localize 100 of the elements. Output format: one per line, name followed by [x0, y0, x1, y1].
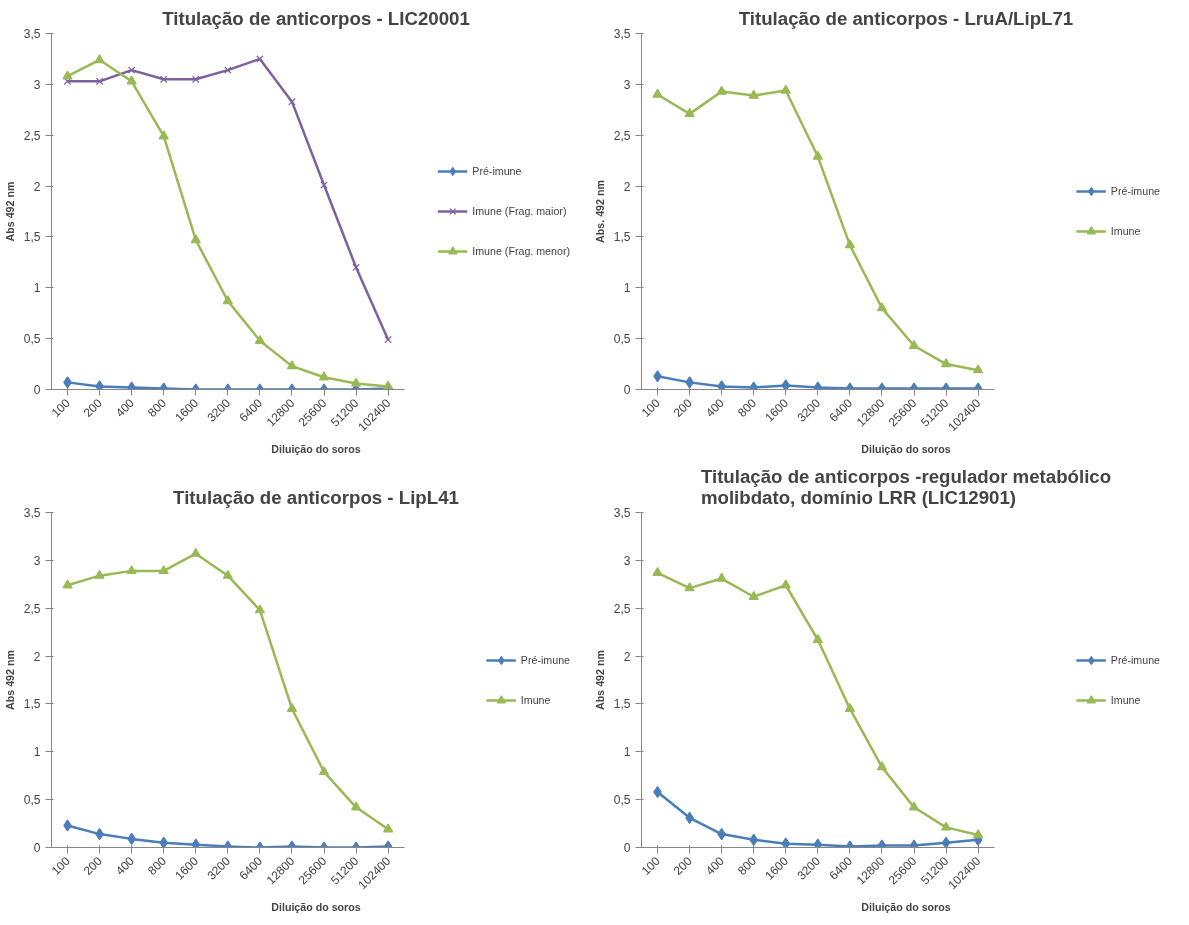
- point: [813, 381, 823, 390]
- x-tick-label: 400: [112, 395, 138, 420]
- point: [941, 836, 951, 848]
- y-tick-label: 1: [623, 745, 631, 760]
- y-tick-label: 3,5: [23, 27, 41, 41]
- point: [62, 579, 73, 589]
- point: [352, 263, 360, 272]
- point: [781, 379, 791, 390]
- point: [126, 565, 137, 575]
- y-tick-label: 0: [623, 383, 631, 397]
- point: [126, 75, 137, 85]
- x-axis-title: Diluição do soros: [861, 901, 951, 914]
- point: [254, 334, 265, 344]
- point: [190, 547, 201, 557]
- point: [652, 88, 663, 98]
- y-tick-label: 2,5: [613, 128, 631, 143]
- point: [383, 823, 394, 833]
- x-axis-title: Diluição do soros: [271, 901, 361, 914]
- y-tick-label: 1,5: [613, 230, 631, 245]
- point: [256, 55, 264, 63]
- legend-label: Imune (Frag. maior): [472, 205, 567, 217]
- legend-label: Pré-imune: [1110, 653, 1160, 666]
- x-tick-label: 200: [80, 853, 106, 878]
- x-tick-label: 800: [734, 853, 760, 878]
- legend-label: Imune: [520, 693, 551, 706]
- y-axis-title: Abs 492 nm: [3, 650, 16, 710]
- y-tick-label: 1,5: [23, 697, 41, 712]
- x-tick-label: 100: [48, 853, 74, 878]
- point: [286, 360, 298, 370]
- y-tick-label: 3,5: [613, 27, 631, 41]
- y-tick-label: 2,5: [23, 601, 41, 616]
- point: [716, 572, 727, 582]
- point: [286, 702, 298, 712]
- point: [158, 130, 169, 140]
- y-tick-label: 3: [33, 77, 41, 92]
- point: [159, 836, 168, 848]
- point: [940, 821, 952, 831]
- y-tick-label: 2: [623, 649, 631, 664]
- point: [684, 582, 695, 592]
- point: [748, 89, 759, 99]
- point: [190, 234, 201, 244]
- x-tick-label: 400: [702, 395, 728, 420]
- point: [158, 565, 169, 575]
- point: [716, 85, 727, 95]
- y-tick-label: 3: [33, 553, 41, 568]
- point: [222, 569, 233, 579]
- y-tick-label: 0: [623, 841, 631, 855]
- x-tick-label: 100: [638, 853, 664, 878]
- x-tick-label: 400: [112, 853, 138, 878]
- point: [781, 837, 791, 848]
- y-tick-label: 2,5: [23, 128, 41, 143]
- point: [350, 377, 362, 387]
- point: [844, 239, 855, 249]
- y-tick-label: 0,5: [23, 793, 41, 808]
- y-tick-label: 1: [33, 745, 41, 760]
- point: [63, 77, 72, 86]
- y-tick-label: 1: [623, 281, 631, 296]
- y-tick-label: 2,5: [613, 601, 631, 616]
- point: [94, 569, 105, 579]
- point: [191, 838, 201, 848]
- x-tick-label: 400: [702, 853, 728, 878]
- point: [780, 579, 791, 589]
- y-tick-label: 2: [33, 179, 41, 194]
- point: [652, 567, 663, 576]
- chart-title: Titulação de anticorpos - LruA/LipL71: [738, 7, 1074, 29]
- legend-label: Imune: [1110, 225, 1141, 237]
- point: [813, 838, 823, 848]
- y-tick-label: 0,5: [613, 793, 631, 808]
- point: [318, 371, 330, 381]
- point: [288, 97, 296, 106]
- point: [384, 335, 392, 344]
- x-tick-label: 200: [80, 395, 106, 420]
- y-tick-label: 3,5: [23, 506, 41, 520]
- point: [127, 66, 136, 74]
- point: [876, 302, 888, 312]
- point: [320, 181, 328, 189]
- point: [812, 150, 823, 160]
- x-tick-label: 800: [144, 853, 170, 878]
- y-axis-title: Abs 492 nm: [593, 650, 606, 710]
- point: [717, 380, 726, 390]
- point: [222, 295, 233, 305]
- y-tick-label: 0,5: [613, 332, 631, 347]
- point: [780, 84, 791, 94]
- chart-title: Titulação de anticorpos - LipL41: [173, 486, 459, 508]
- y-tick-label: 1,5: [23, 230, 41, 245]
- point: [973, 364, 984, 374]
- point: [350, 801, 362, 811]
- point: [908, 339, 920, 349]
- point: [876, 761, 888, 771]
- y-tick-label: 3,5: [613, 506, 631, 520]
- point: [94, 54, 105, 64]
- point: [684, 108, 695, 118]
- y-tick-label: 0,5: [23, 332, 41, 347]
- x-tick-label: 200: [670, 853, 696, 878]
- point: [940, 358, 952, 368]
- y-tick-label: 1,5: [613, 697, 631, 712]
- x-tick-label: 800: [734, 395, 760, 420]
- legend-label: Pré-imune: [1110, 185, 1160, 197]
- y-tick-label: 2: [33, 649, 41, 664]
- chart-title: Titulação de anticorpos -regulador metabólico molibdato, domínio LRR (LIC12901): [700, 465, 1112, 508]
